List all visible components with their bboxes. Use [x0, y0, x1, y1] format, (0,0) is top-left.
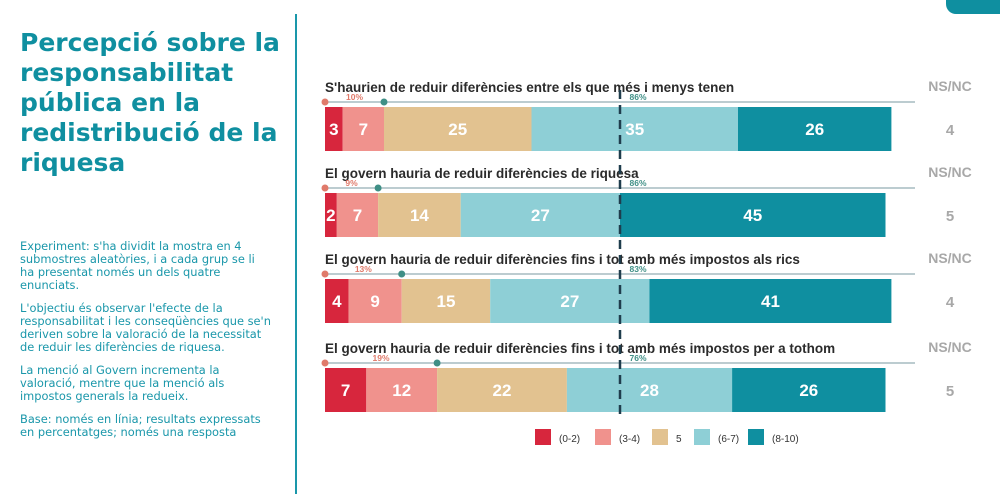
- low-end-marker: [380, 98, 388, 106]
- legend-swatch: [535, 429, 551, 445]
- page-title: Percepció sobre la responsabilitat públi…: [20, 28, 280, 177]
- bar-segment: [401, 279, 491, 323]
- bar-segment: [620, 193, 886, 237]
- bar-segment: [325, 279, 349, 323]
- legend-label: (6-7): [718, 434, 739, 445]
- data-label: 35: [625, 120, 644, 139]
- data-label: 26: [799, 381, 818, 400]
- note-objective: L'objectiu és observar l'efecte de la re…: [20, 301, 271, 354]
- legend-swatch: [652, 429, 668, 445]
- legend-label: (8-10): [772, 434, 799, 445]
- data-label: 26: [805, 120, 824, 139]
- legend-swatch: [694, 429, 710, 445]
- note-base: Base: només en línia; resultats expressa…: [20, 412, 261, 439]
- nsnc-value: 5: [946, 208, 954, 225]
- data-label: 3: [329, 120, 338, 139]
- nsnc-header: NS/NC: [928, 164, 972, 180]
- data-label: 7: [353, 206, 362, 225]
- data-label: 7: [359, 120, 368, 139]
- low-percent-label: 9%: [345, 178, 358, 188]
- low-end-marker: [374, 184, 382, 192]
- low-end-marker: [398, 270, 406, 278]
- category-label: S'haurien de reduir diferències entre el…: [325, 80, 734, 95]
- data-label: 41: [761, 292, 780, 311]
- data-label: 12: [392, 381, 411, 400]
- legend-label: (3-4): [619, 434, 640, 445]
- low-start-marker: [321, 98, 329, 106]
- nsnc-value: 4: [946, 294, 955, 311]
- data-label: 14: [410, 206, 429, 225]
- bar-segment: [460, 193, 620, 237]
- corner-tab: [946, 0, 1000, 14]
- bar-segment: [490, 279, 650, 323]
- high-percent-label: 76%: [629, 353, 646, 363]
- nsnc-value: 4: [946, 122, 955, 139]
- data-label: 9: [370, 292, 379, 311]
- nsnc-value: 5: [946, 383, 954, 400]
- bar-segment: [649, 279, 892, 323]
- low-start-marker: [321, 270, 329, 278]
- category-label: El govern hauria de reduir diferències f…: [325, 341, 835, 356]
- bar-segment: [348, 279, 402, 323]
- data-label: 28: [640, 381, 659, 400]
- data-label: 15: [436, 292, 455, 311]
- nsnc-header: NS/NC: [928, 339, 972, 355]
- data-label: 2: [326, 206, 335, 225]
- bar-segment: [336, 193, 379, 237]
- data-label: 45: [743, 206, 762, 225]
- category-label: El govern hauria de reduir diferències f…: [325, 252, 800, 267]
- legend-swatch: [748, 429, 764, 445]
- bar-segment: [325, 368, 367, 412]
- notes: Experiment: s'ha dividit la mostra en 4 …: [20, 240, 272, 449]
- note-experiment: Experiment: s'ha dividit la mostra en 4 …: [20, 239, 255, 292]
- legend-label: 5: [676, 434, 682, 445]
- bar-segment: [342, 107, 384, 151]
- category-label: El govern hauria de reduir diferències d…: [325, 166, 639, 181]
- low-start-marker: [321, 359, 329, 367]
- bar-segment: [325, 107, 343, 151]
- bar-segment: [366, 368, 438, 412]
- data-label: 7: [341, 381, 350, 400]
- bar-segment: [738, 107, 892, 151]
- nsnc-header: NS/NC: [928, 78, 972, 94]
- data-label: 27: [560, 292, 579, 311]
- low-end-marker: [433, 359, 441, 367]
- note-finding: La menció al Govern incrementa la valora…: [20, 363, 225, 403]
- bar-segment: [437, 368, 567, 412]
- data-label: 22: [493, 381, 512, 400]
- bar-segment: [566, 368, 733, 412]
- nsnc-header: NS/NC: [928, 250, 972, 266]
- low-percent-label: 13%: [355, 264, 372, 274]
- bar-segment: [732, 368, 886, 412]
- bar-segment: [378, 193, 461, 237]
- legend-swatch: [595, 429, 611, 445]
- panel-divider: [295, 14, 297, 494]
- high-percent-label: 86%: [629, 92, 646, 102]
- legend-label: (0-2): [559, 434, 580, 445]
- left-panel: Percepció sobre la responsabilitat públi…: [0, 0, 296, 496]
- data-label: 4: [332, 292, 342, 311]
- low-percent-label: 19%: [373, 353, 390, 363]
- bar-segment: [384, 107, 532, 151]
- data-label: 27: [531, 206, 550, 225]
- high-percent-label: 83%: [629, 264, 646, 274]
- bar-segment: [325, 193, 337, 237]
- data-label: 25: [448, 120, 467, 139]
- high-percent-label: 86%: [629, 178, 646, 188]
- low-percent-label: 10%: [346, 92, 363, 102]
- low-start-marker: [321, 184, 329, 192]
- bar-segment: [531, 107, 738, 151]
